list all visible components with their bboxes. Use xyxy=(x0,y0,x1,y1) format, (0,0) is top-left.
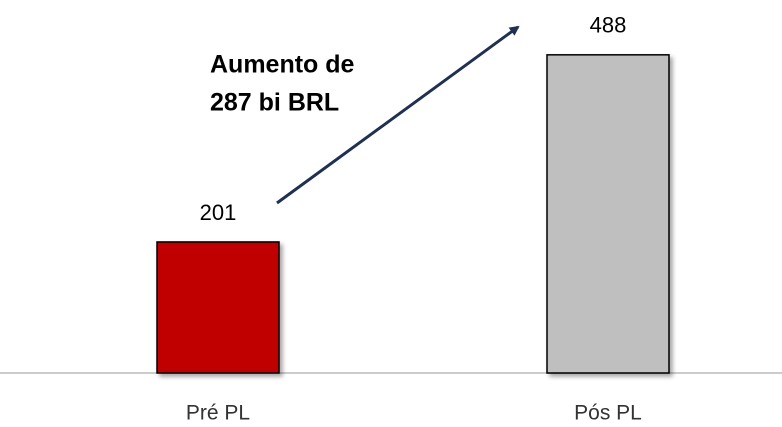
bar xyxy=(546,54,670,374)
bar xyxy=(156,241,280,374)
x-tick-label: Pré PL xyxy=(186,402,250,425)
arrow xyxy=(276,25,520,205)
annotation: 287 bi BRL xyxy=(210,89,339,117)
x-tick-label: Pós PL xyxy=(574,402,642,425)
value-label: 201 xyxy=(200,200,237,225)
annotation: Aumento de xyxy=(210,51,355,79)
value-label: 488 xyxy=(590,13,627,38)
